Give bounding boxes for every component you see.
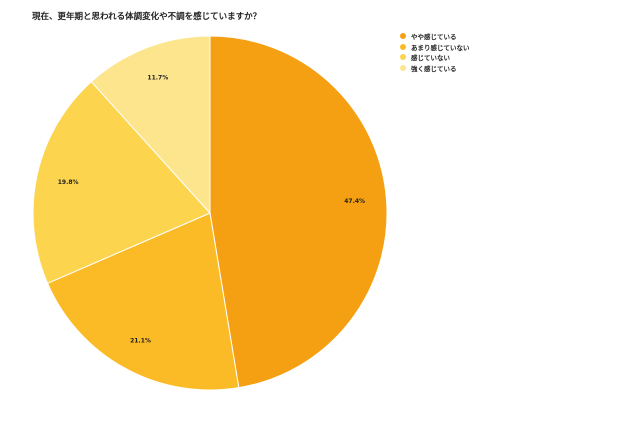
slice-value-label: 21.1% — [130, 337, 151, 344]
pie-slice[interactable] — [90, 35, 211, 215]
legend-item[interactable]: やや感じている — [400, 31, 470, 41]
legend-label: 感じていない — [411, 54, 450, 62]
slice-value-label: 11.7% — [147, 75, 168, 82]
legend-label: あまり感じていない — [411, 43, 470, 52]
pie-slice[interactable] — [46, 212, 240, 391]
slice-value-label: 47.4% — [344, 198, 365, 205]
chart-title: 現在、更年期と思われる体調変化や不調を感じていますか？ — [32, 12, 262, 22]
pie-slice[interactable] — [32, 81, 211, 284]
pie-slice[interactable] — [209, 35, 388, 389]
legend-label: やや感じている — [411, 33, 457, 41]
legend: やや感じている あまり感じていない 感じていない 強く感じている — [400, 31, 470, 73]
legend-label: 強く感じている — [411, 64, 457, 73]
slice-value-label: 19.8% — [58, 179, 79, 186]
legend-swatch-icon — [400, 43, 406, 50]
legend-swatch-icon — [400, 33, 406, 39]
legend-item[interactable]: 感じていない — [400, 52, 470, 62]
legend-item[interactable]: あまり感じていない — [400, 42, 470, 52]
legend-swatch-icon — [400, 54, 406, 60]
legend-swatch-icon — [400, 64, 406, 71]
legend-item[interactable]: 強く感じている — [400, 63, 470, 73]
